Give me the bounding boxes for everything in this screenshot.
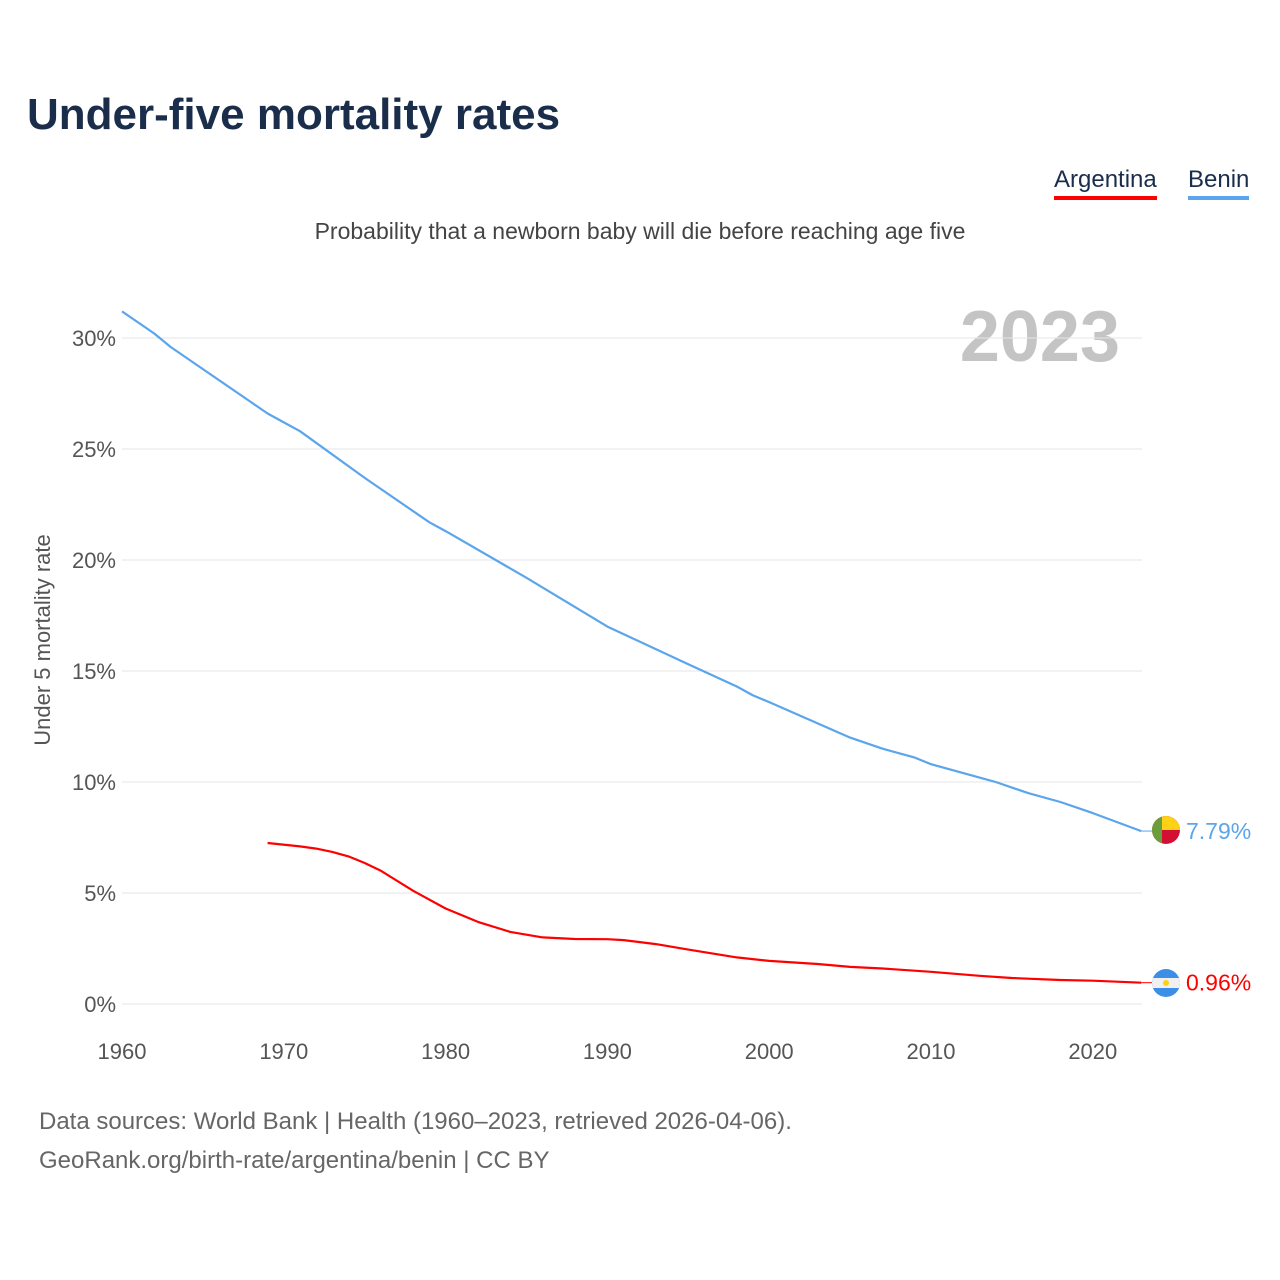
y-axis-label: Under 5 mortality rate [30, 534, 55, 746]
benin-flag-icon [1152, 816, 1180, 844]
x-tick-label: 1960 [98, 1039, 147, 1064]
end-value-label-benin: 7.79% [1186, 818, 1251, 844]
x-tick-label: 2020 [1068, 1039, 1117, 1064]
x-tick-label: 1970 [259, 1039, 308, 1064]
y-tick-label: 5% [84, 881, 116, 906]
legend-benin[interactable]: Benin [1188, 166, 1250, 200]
y-tick-label: 10% [72, 770, 116, 795]
y-tick-label: 20% [72, 548, 116, 573]
chart-subtitle: Probability that a newborn baby will die… [314, 218, 966, 244]
y-tick-label: 30% [72, 326, 116, 351]
x-tick-label: 2000 [745, 1039, 794, 1064]
year-watermark: 2023 [960, 297, 1120, 377]
x-tick-label: 2010 [907, 1039, 956, 1064]
legend-argentina[interactable]: Argentina [1054, 166, 1157, 200]
source-note: Data sources: World Bank | Health (1960–… [39, 1108, 792, 1135]
chart-title: Under-five mortality rates [27, 90, 561, 139]
series-line-benin [121, 310, 1142, 833]
x-tick-label: 1980 [421, 1039, 470, 1064]
x-tick-label: 1990 [583, 1039, 632, 1064]
y-tick-label: 15% [72, 659, 116, 684]
series-line-argentina [267, 841, 1142, 984]
source-link[interactable]: GeoRank.org/birth-rate/argentina/benin |… [39, 1147, 550, 1174]
y-tick-label: 25% [72, 437, 116, 462]
y-tick-label: 0% [84, 992, 116, 1017]
argentina-flag-icon [1152, 969, 1180, 997]
end-value-label-argentina: 0.96% [1186, 970, 1251, 996]
